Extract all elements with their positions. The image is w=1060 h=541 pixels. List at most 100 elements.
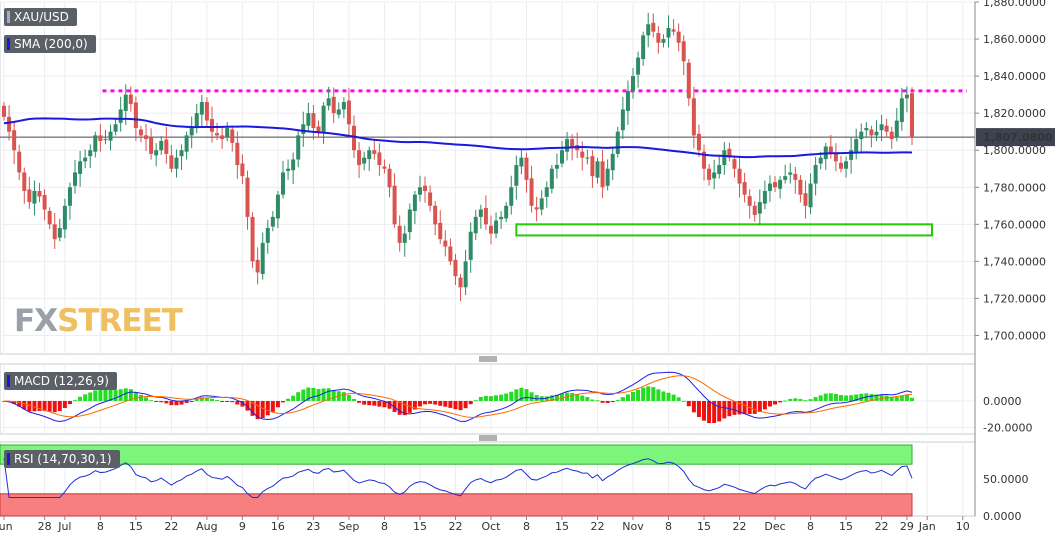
candle-layer xyxy=(2,12,914,302)
candle xyxy=(78,150,83,187)
macd-hist-bar xyxy=(387,400,392,409)
candle xyxy=(164,126,169,164)
macd-tick-label: 0.0000 xyxy=(983,395,1022,408)
macd-hist-bar xyxy=(392,400,397,412)
candle xyxy=(225,122,230,142)
macd-swatch xyxy=(7,375,10,387)
macd-hist-bar xyxy=(113,389,118,401)
candle xyxy=(534,196,539,222)
candle-body xyxy=(874,131,879,136)
candle xyxy=(316,120,321,138)
macd-hist-bar xyxy=(610,400,615,403)
candle xyxy=(377,143,382,176)
candle xyxy=(910,87,914,146)
candle xyxy=(681,35,686,76)
candle xyxy=(788,163,793,184)
macd-hist-bar xyxy=(433,400,438,405)
x-tick-label: 16 xyxy=(271,520,285,533)
macd-hist-bar xyxy=(468,400,473,405)
macd-hist-bar xyxy=(326,388,331,401)
y-tick-label: 1,700.0000 xyxy=(983,329,1046,342)
macd-hist-bar xyxy=(103,389,108,401)
macd-hist-bar xyxy=(220,400,225,402)
macd-hist-bar xyxy=(788,398,793,401)
macd-hist-bar xyxy=(108,389,113,401)
candle xyxy=(235,131,240,179)
candle xyxy=(747,189,752,219)
candle xyxy=(600,149,605,199)
x-tick-label: 8 xyxy=(381,520,388,533)
macd-hist-bar xyxy=(757,400,762,413)
candle-body xyxy=(286,168,291,171)
candle-body xyxy=(382,166,387,169)
candle-body xyxy=(52,224,57,240)
candle xyxy=(194,103,199,134)
macd-hist-bar xyxy=(453,400,458,410)
macd-hist-bar xyxy=(580,395,585,401)
candle xyxy=(260,232,265,280)
y-tick-label: 1,760.0000 xyxy=(983,218,1046,231)
macd-hist-bar xyxy=(194,399,199,401)
last-price-label: 1,807.0800 xyxy=(983,131,1053,144)
candle-body xyxy=(275,194,280,219)
candle xyxy=(803,180,808,219)
macd-hist-bar xyxy=(773,400,778,405)
candle-body xyxy=(357,150,362,166)
candle xyxy=(128,86,133,112)
candle-body xyxy=(113,124,118,132)
macd-hist-bar xyxy=(159,400,164,403)
candle xyxy=(402,225,407,257)
candle-body xyxy=(615,131,620,154)
candle-body xyxy=(707,168,712,180)
candle xyxy=(473,209,478,240)
candle-body xyxy=(423,185,428,191)
candle xyxy=(773,176,778,192)
candle xyxy=(154,143,159,167)
candle xyxy=(889,126,894,149)
macd-hist-bar xyxy=(331,389,336,401)
x-tick-label: Oct xyxy=(481,520,501,533)
sma-badge[interactable]: SMA (200,0) xyxy=(4,35,96,53)
candle xyxy=(661,34,666,48)
candle-body xyxy=(773,182,778,188)
y-tick-label: 1,740.0000 xyxy=(983,255,1046,268)
candle-body xyxy=(828,146,833,154)
macd-hist-bar xyxy=(625,394,630,401)
candle xyxy=(757,189,762,226)
macd-hist-bar xyxy=(600,400,605,403)
macd-hist-bar xyxy=(752,400,757,414)
candle-body xyxy=(788,172,793,175)
candle-body xyxy=(311,113,316,128)
symbol-badge[interactable]: XAU/USD xyxy=(4,8,77,26)
candle xyxy=(443,230,448,257)
candle xyxy=(387,163,392,198)
candle xyxy=(22,167,27,204)
candle xyxy=(372,138,377,160)
candle-body xyxy=(352,125,357,151)
y-tick-label: 1,820.0000 xyxy=(983,107,1046,120)
candle-body xyxy=(793,173,798,180)
candle xyxy=(174,149,179,178)
candle-body xyxy=(78,161,83,174)
rsi-badge[interactable]: RSI (14,70,30,1) xyxy=(4,450,120,468)
macd-badge[interactable]: MACD (12,26,9) xyxy=(4,372,117,390)
macd-hist-bar xyxy=(133,392,138,401)
candle-body xyxy=(514,165,519,186)
candle xyxy=(767,175,772,202)
candle-body xyxy=(88,150,93,157)
candle-body xyxy=(565,139,570,152)
macd-hist-bar xyxy=(549,395,554,401)
candle xyxy=(859,123,864,152)
candle xyxy=(798,175,803,203)
macd-hist-bar xyxy=(854,394,859,401)
macd-hist-bar xyxy=(215,399,220,401)
macd-hist-bar xyxy=(184,400,189,403)
candle xyxy=(615,126,620,158)
candle-body xyxy=(605,168,610,186)
macd-hist-bar xyxy=(169,400,174,406)
candle-body xyxy=(255,259,260,273)
macd-hist-bar xyxy=(813,397,818,401)
candle xyxy=(631,67,636,99)
candle xyxy=(656,26,661,54)
macd-hist-bar xyxy=(179,400,184,405)
